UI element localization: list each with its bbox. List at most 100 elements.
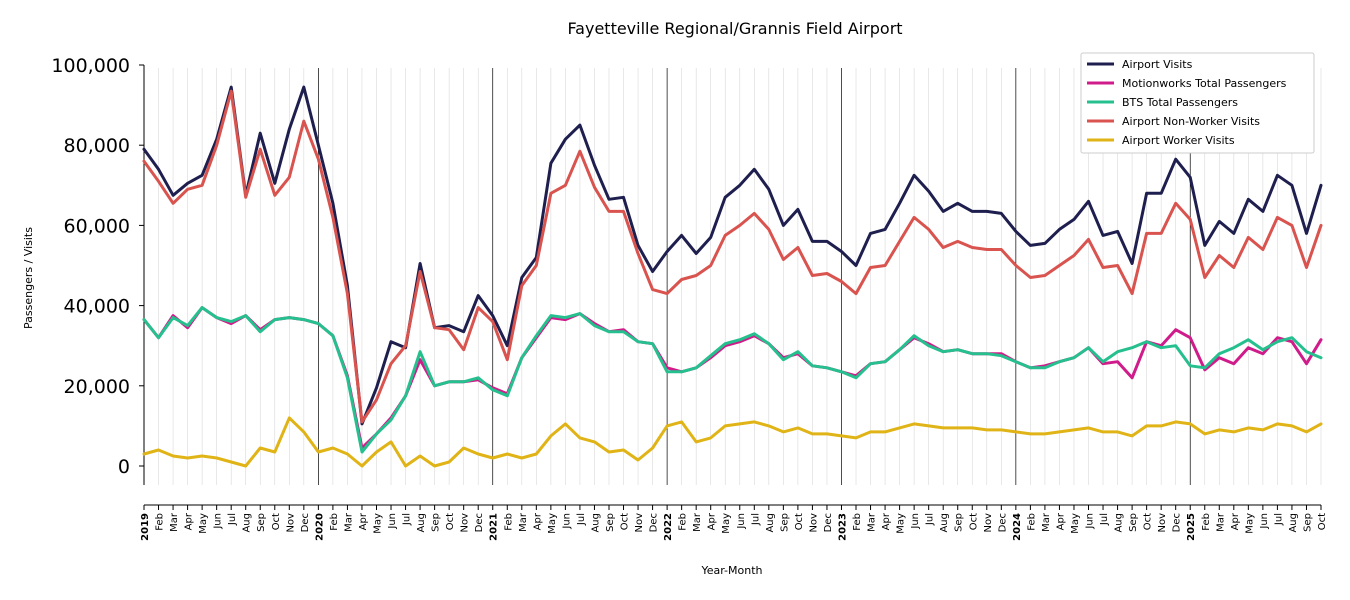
x-tick-label: Sep	[954, 513, 965, 532]
x-tick-label: Aug	[765, 513, 776, 533]
x-tick-label: May	[1244, 513, 1255, 534]
x-tick-label: Oct	[794, 513, 805, 530]
x-tick-label: Nov	[1157, 513, 1168, 533]
x-tick-label: Feb	[155, 513, 166, 531]
series-line	[142, 89, 1323, 424]
y-tick-label: 80,000	[64, 135, 130, 157]
x-tick-label: Jun	[561, 513, 572, 530]
x-tick-label: 2019	[140, 513, 151, 541]
x-tick-label: May	[896, 513, 907, 534]
x-tick-label: Jul	[750, 513, 761, 526]
x-tick-label: May	[1070, 513, 1081, 534]
x-tick-label: Oct	[620, 513, 631, 530]
legend-label: Airport Visits	[1122, 58, 1193, 71]
x-tick-label: Aug	[416, 513, 427, 533]
x-tick-label: 2024	[1012, 513, 1023, 541]
series-line	[142, 416, 1323, 468]
x-tick-label: 2020	[314, 513, 325, 541]
series-line	[142, 85, 1323, 426]
x-tick-label: Sep	[431, 513, 442, 532]
x-tick-label: Sep	[779, 513, 790, 532]
x-tick-label: Jul	[576, 513, 587, 526]
x-tick-label: Feb	[852, 513, 863, 531]
x-tick-label: Mar	[1041, 512, 1052, 532]
x-tick-label: May	[372, 513, 383, 534]
x-tick-label: Nov	[460, 513, 471, 533]
y-tick-label: 60,000	[64, 215, 130, 237]
x-tick-label: May	[198, 513, 209, 534]
x-tick-label: Mar	[169, 512, 180, 532]
series-lines	[142, 85, 1323, 468]
x-axis-label: Year-Month	[700, 564, 762, 577]
x-tick-label: Dec	[1172, 513, 1183, 532]
x-tick-label: Oct	[445, 513, 456, 530]
x-tick-label: Dec	[997, 513, 1008, 532]
legend-label: BTS Total Passengers	[1122, 96, 1238, 109]
x-tick-label: Oct	[1143, 513, 1154, 530]
x-tick-label: Mar	[343, 512, 354, 532]
y-tick-label: 100,000	[51, 55, 130, 77]
x-tick-label: Apr	[532, 512, 543, 530]
x-tick-label: Jun	[1085, 513, 1096, 530]
x-tick-label: Jul	[227, 513, 238, 526]
x-tick-label: Mar	[518, 512, 529, 532]
x-tick-label: Oct	[271, 513, 282, 530]
x-tick-label: Oct	[968, 513, 979, 530]
x-tick-label: Aug	[242, 513, 253, 533]
x-tick-label: Oct	[1317, 513, 1328, 530]
x-tick-label: Dec	[823, 513, 834, 532]
x-tick-label: May	[547, 513, 558, 534]
x-tick-label: 2023	[837, 513, 848, 541]
x-tick-label: Apr	[881, 512, 892, 530]
x-tick-label: Nov	[983, 513, 994, 533]
legend-label: Airport Non-Worker Visits	[1122, 115, 1260, 128]
x-tick-label: Feb	[1201, 513, 1212, 531]
x-tick-label: Jul	[1273, 513, 1284, 526]
x-tick-label: Jun	[736, 513, 747, 530]
x-tick-label: Sep	[1128, 513, 1139, 532]
x-tick-label: Jul	[402, 513, 413, 526]
x-tick-label: Mar	[867, 512, 878, 532]
x-tick-label: Aug	[1114, 513, 1125, 533]
x-tick-label: Jul	[925, 513, 936, 526]
y-tick-label: 20,000	[64, 376, 130, 398]
x-tick-label: Dec	[474, 513, 485, 532]
legend-label: Airport Worker Visits	[1122, 134, 1235, 147]
x-tick-label: May	[721, 513, 732, 534]
x-tick-label: Apr	[184, 512, 195, 530]
chart-title: Fayetteville Regional/Grannis Field Airp…	[567, 19, 902, 38]
x-tick-label: 2021	[489, 513, 500, 541]
x-tick-label: Jun	[910, 513, 921, 530]
x-tick-label: Dec	[649, 513, 660, 532]
x-tick-label: Jul	[1099, 513, 1110, 526]
y-ticks: 0 20,000 40,000 60,000 80,000 100,000	[51, 55, 144, 478]
x-tick-label: Nov	[808, 513, 819, 533]
x-tick-label: Feb	[503, 513, 514, 531]
x-tick-label: Apr	[1230, 512, 1241, 530]
y-axis-label: Passengers / Visits	[22, 227, 35, 329]
legend: Airport Visits Motionworks Total Passenge…	[1080, 52, 1315, 154]
x-ticks: 2019 Feb Mar Apr May Jun Jul Aug Sep Oct Nov Dec 202…	[140, 505, 1328, 541]
x-tick-label: Apr	[1055, 512, 1066, 530]
x-tick-label: Jun	[213, 513, 224, 530]
x-tick-label: Nov	[285, 513, 296, 533]
x-tick-label: Feb	[329, 513, 340, 531]
x-tick-label: Feb	[678, 513, 689, 531]
x-tick-label: Feb	[1026, 513, 1037, 531]
x-tick-label: Nov	[634, 513, 645, 533]
x-tick-label: Aug	[1288, 513, 1299, 533]
x-tick-label: Aug	[590, 513, 601, 533]
x-tick-label: Apr	[707, 512, 718, 530]
x-tick-label: Dec	[300, 513, 311, 532]
x-tick-label: Sep	[605, 513, 616, 532]
legend-label: Motionworks Total Passengers	[1122, 77, 1287, 90]
legend-box	[1080, 52, 1315, 154]
x-tick-label: Mar	[692, 512, 703, 532]
x-tick-label: Apr	[358, 512, 369, 530]
x-tick-label: 2025	[1186, 513, 1197, 541]
x-tick-label: Sep	[256, 513, 267, 532]
x-tick-label: Jun	[1259, 513, 1270, 530]
y-tick-label: 0	[118, 456, 130, 478]
x-tick-label: 2022	[663, 513, 674, 541]
